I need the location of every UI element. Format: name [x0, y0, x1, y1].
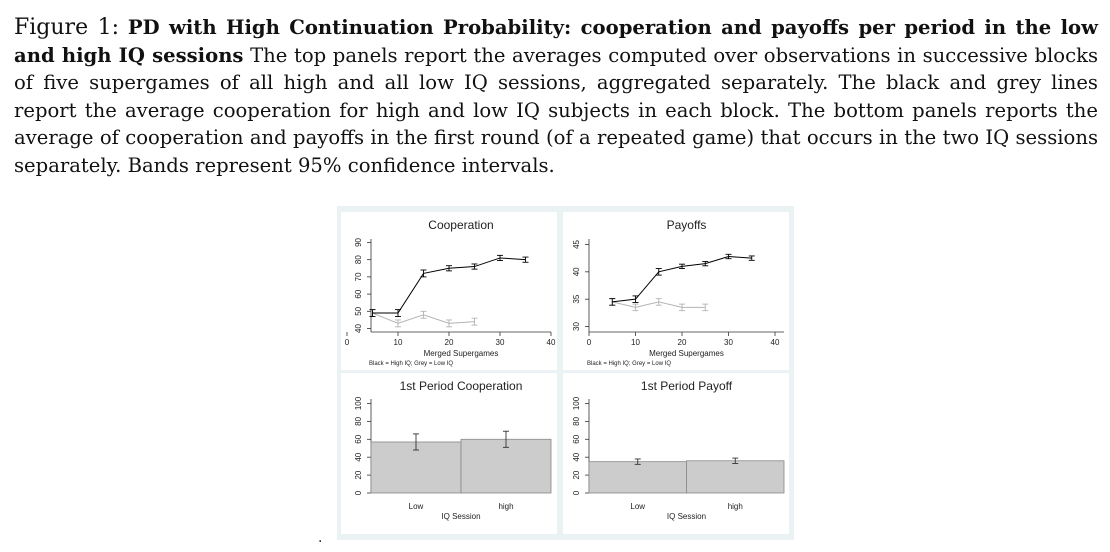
- panel-background: [341, 212, 557, 370]
- panel-payoffs: Payoffs 30 35 40 45 0 10 20 30 40 Merged Supergame…: [563, 212, 789, 370]
- y-tick-label: 20: [354, 470, 363, 479]
- category-label: high: [728, 502, 743, 511]
- chart-title: Payoffs: [667, 218, 707, 232]
- x-tick-label: 40: [547, 338, 556, 347]
- x-tick-label: 30: [496, 338, 505, 347]
- y-tick-label: 40: [572, 452, 581, 461]
- x-tick-label: 20: [678, 338, 687, 347]
- x-tick-label: 0: [345, 338, 350, 347]
- bar: [686, 460, 785, 494]
- y-tick-label: 80: [354, 416, 363, 425]
- y-tick-label: 35: [572, 294, 581, 303]
- y-tick-label: 60: [354, 434, 363, 443]
- y-tick-label: 0: [354, 490, 363, 495]
- figure-label: Figure 1:: [14, 15, 120, 40]
- panel-background: [563, 373, 789, 534]
- y-tick-label: 40: [572, 267, 581, 276]
- figure-title: PD with High Continuation Probability: c…: [14, 16, 1098, 67]
- x-axis-label: Merged Supergames: [649, 349, 724, 358]
- bar: [460, 438, 552, 494]
- category-label: Low: [630, 502, 645, 511]
- category-label: high: [498, 502, 513, 511]
- panel-background: [563, 212, 789, 370]
- y-tick-label: 60: [572, 434, 581, 443]
- y-tick-label: 100: [572, 396, 581, 410]
- y-tick-label: 70: [354, 272, 363, 281]
- x-axis-label: IQ Session: [667, 512, 706, 521]
- legend-note: Black = High IQ; Grey = Low IQ: [369, 361, 453, 367]
- chart-title: 1st Period Payoff: [641, 379, 733, 393]
- y-tick-label: 40: [354, 324, 363, 333]
- y-tick-label: 45: [572, 239, 581, 248]
- y-tick-label: 30: [572, 322, 581, 331]
- y-tick-label: 100: [354, 396, 363, 410]
- x-axis-label: IQ Session: [441, 512, 480, 521]
- y-tick-label: 80: [572, 416, 581, 425]
- x-axis-label: Merged Supergames: [424, 349, 499, 358]
- y-tick-label: 60: [354, 289, 363, 298]
- figure-caption: Figure 1: PD with High Continuation Prob…: [14, 14, 1098, 180]
- legend-note: Black = High IQ; Grey = Low IQ: [587, 361, 671, 367]
- panel-first-period-cooperation: 1st Period Cooperation 0 20 40 60 80 100 Low hig…: [341, 373, 557, 534]
- category-label: Low: [409, 502, 424, 511]
- figure-panels: Cooperation 40 50 60 70 80 90 0 10 20 30 40 Merged S…: [337, 206, 794, 540]
- panel-cooperation: Cooperation 40 50 60 70 80 90 0 10 20 30 40 Merged S…: [341, 212, 557, 370]
- y-tick-label: 80: [354, 255, 363, 264]
- x-tick-label: 20: [445, 338, 454, 347]
- stray-mark: .: [318, 530, 323, 546]
- y-tick-label: 20: [572, 470, 581, 479]
- x-tick-label: 10: [394, 338, 403, 347]
- chart-title: 1st Period Cooperation: [400, 379, 523, 393]
- bar: [588, 461, 687, 494]
- y-tick-label: 50: [354, 306, 363, 315]
- x-tick-label: 10: [631, 338, 640, 347]
- chart-title: Cooperation: [428, 218, 493, 232]
- x-tick-label: 0: [587, 338, 592, 347]
- x-tick-label: 40: [771, 338, 780, 347]
- panel-first-period-payoff: 1st Period Payoff 0 20 40 60 80 100 Low high IQ S…: [563, 373, 789, 534]
- y-tick-label: 0: [572, 490, 581, 495]
- y-tick-label: 40: [354, 452, 363, 461]
- y-tick-label: 90: [354, 237, 363, 246]
- x-tick-label: 30: [724, 338, 733, 347]
- figure-description: The top panels report the averages compu…: [14, 43, 1098, 177]
